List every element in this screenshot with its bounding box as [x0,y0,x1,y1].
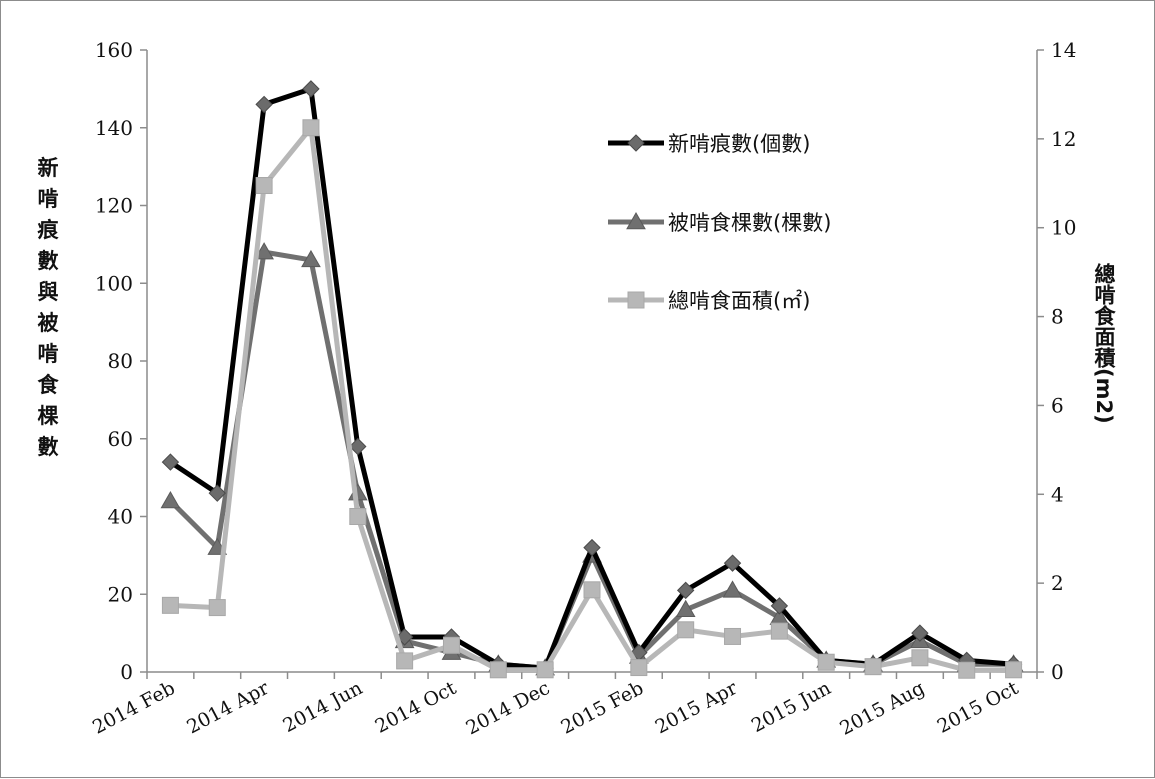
x-tick-label: 2015 Apr [652,677,742,739]
series-3-point [208,599,226,617]
legend-label: 總啃食面積(㎡) [668,289,810,313]
series-3-point [864,658,882,676]
series-3-point [255,177,273,195]
y-tick-label: 0 [120,660,133,684]
series-3-point [442,636,460,654]
series-1-point [161,453,180,471]
y2-tick-label: 14 [1051,38,1076,62]
series-3-point [1005,661,1023,679]
series-1-point [255,95,273,114]
x-tick-label: 2015 Aug [836,677,928,740]
series-3-point [677,621,695,639]
y-tick-label: 160 [95,38,133,62]
y-axis-left-label: 新啃痕數與被啃食棵數 [37,156,59,459]
series-1-point [676,581,695,600]
series-1-point [208,484,226,502]
series-3-point [161,596,179,614]
series-2-point [301,249,321,268]
y2-tick-label: 0 [1051,660,1064,684]
series-1-point [583,538,601,557]
x-tick-label: 2015 Oct [934,677,1023,738]
x-tick-label: 2015 Feb [557,677,647,739]
y2-tick-label: 4 [1051,482,1064,506]
x-tick-label: 2014 Oct [372,677,461,738]
series-3-point [630,659,648,677]
series-2-point [254,242,274,260]
series-1-point [349,437,367,456]
y-tick-label: 40 [108,505,133,529]
legend-swatch-marker [627,134,645,152]
y-tick-label: 60 [108,427,133,451]
series-2-line [168,249,1014,671]
series-3-point [770,622,788,640]
y2-tick-label: 6 [1051,393,1064,417]
series-1-point [302,80,320,98]
y-tick-label: 140 [95,116,133,140]
legend-swatch-marker [626,211,646,230]
y-tick-label: 20 [108,582,133,606]
y2-tick-label: 2 [1051,571,1064,595]
series-1-point [723,554,742,572]
y2-tick-label: 10 [1051,216,1076,240]
y-tick-label: 80 [108,349,133,373]
legend-swatch-marker [627,291,645,309]
series-1-point [770,597,789,615]
series-3-point [302,119,320,137]
series-3-point [724,627,742,645]
series-3-point [349,508,367,525]
series-3-point [489,661,507,679]
y-tick-label: 120 [95,194,133,218]
y-tick-label: 100 [95,271,133,295]
series-1-line [169,86,1014,671]
series-3-point [396,652,414,670]
series-3-point [817,653,835,671]
series-3-point [911,649,929,667]
x-tick-label: 2015 Jun [748,677,835,737]
series-2-point [160,490,181,509]
x-tick-label: 2014 Jun [279,677,366,737]
series-2-point [675,599,696,618]
series-3-point [958,661,976,679]
y2-tick-label: 8 [1051,305,1064,329]
series-3-point [583,581,601,599]
x-tick-label: 2014 Feb [89,677,179,739]
y2-tick-label: 12 [1051,127,1076,151]
y-axis-right-label: 總啃食面積(m2) [1092,263,1116,424]
legend-label: 新啃痕數(個數) [668,132,810,156]
series-2-point [722,580,743,598]
legend-label: 被啃食棵數(棵數) [668,211,831,235]
series-3-point [536,661,554,679]
x-tick-label: 2014 Dec [462,677,553,739]
x-tick-label: 2014 Apr [183,677,273,739]
series-1-point [911,624,929,642]
